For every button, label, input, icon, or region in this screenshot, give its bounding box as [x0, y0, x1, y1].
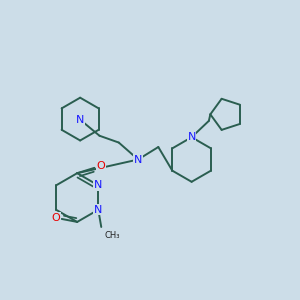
Text: N: N: [94, 180, 103, 190]
Text: N: N: [134, 154, 142, 164]
Text: N: N: [188, 132, 196, 142]
Text: CH₃: CH₃: [104, 230, 120, 239]
Text: O: O: [97, 161, 105, 171]
Text: O: O: [51, 213, 60, 223]
Text: N: N: [94, 205, 103, 215]
Text: N: N: [76, 115, 84, 125]
